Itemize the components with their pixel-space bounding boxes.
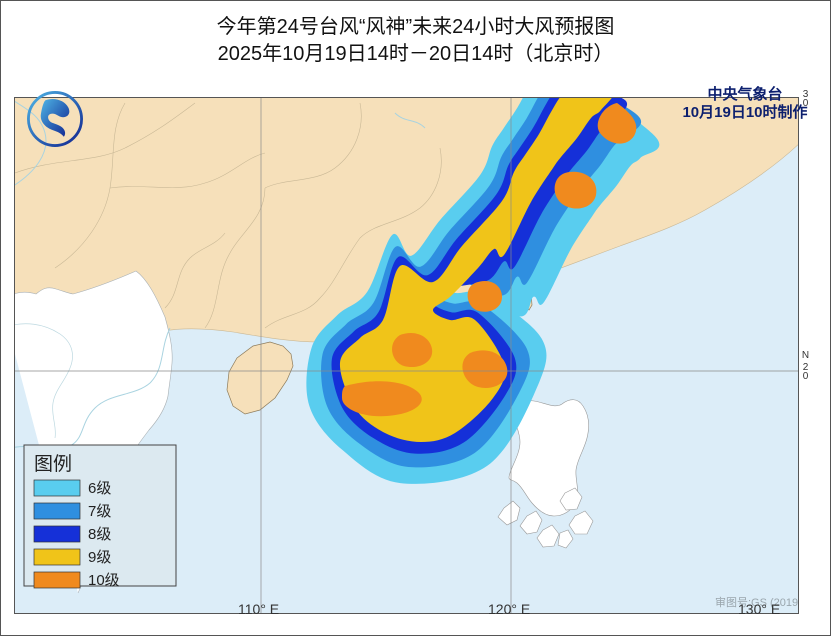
svg-text:9级: 9级: [88, 549, 111, 566]
svg-text:7级: 7级: [88, 503, 111, 520]
svg-text:6级: 6级: [88, 480, 111, 497]
svg-text:10级: 10级: [88, 572, 120, 589]
svg-text:8级: 8级: [88, 526, 111, 543]
svg-text:图例: 图例: [34, 453, 72, 475]
